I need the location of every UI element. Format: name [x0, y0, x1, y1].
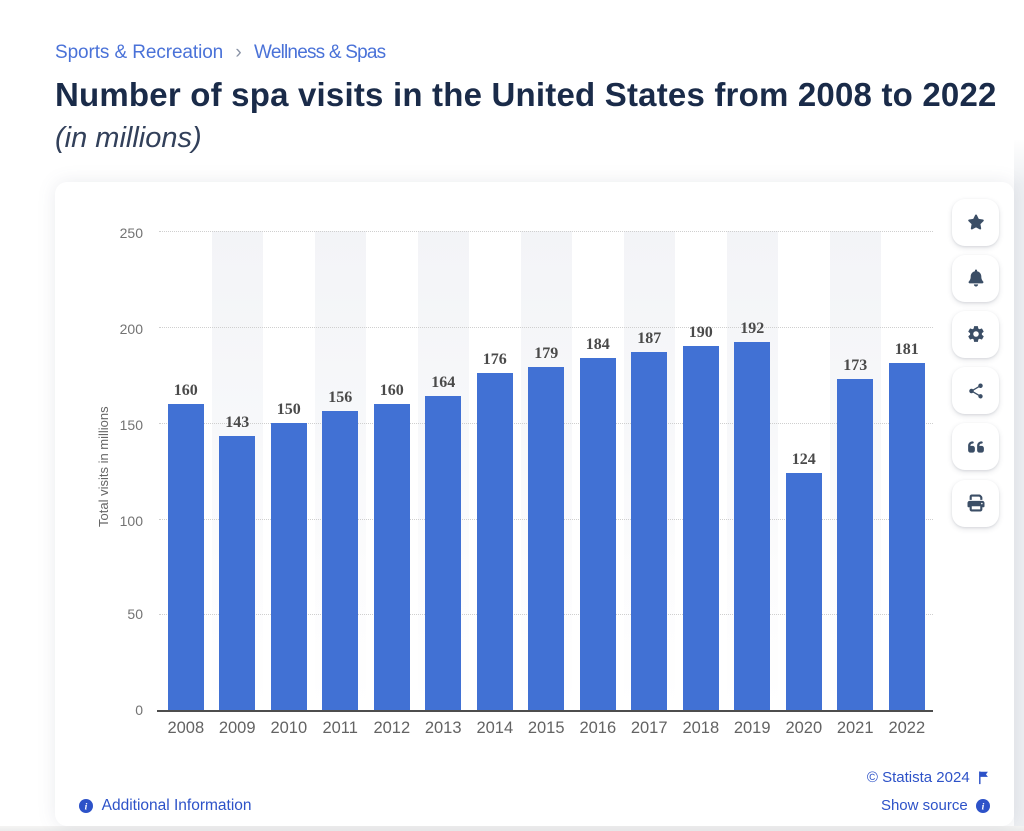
svg-text:i: i: [85, 801, 88, 812]
svg-text:i: i: [982, 801, 985, 812]
